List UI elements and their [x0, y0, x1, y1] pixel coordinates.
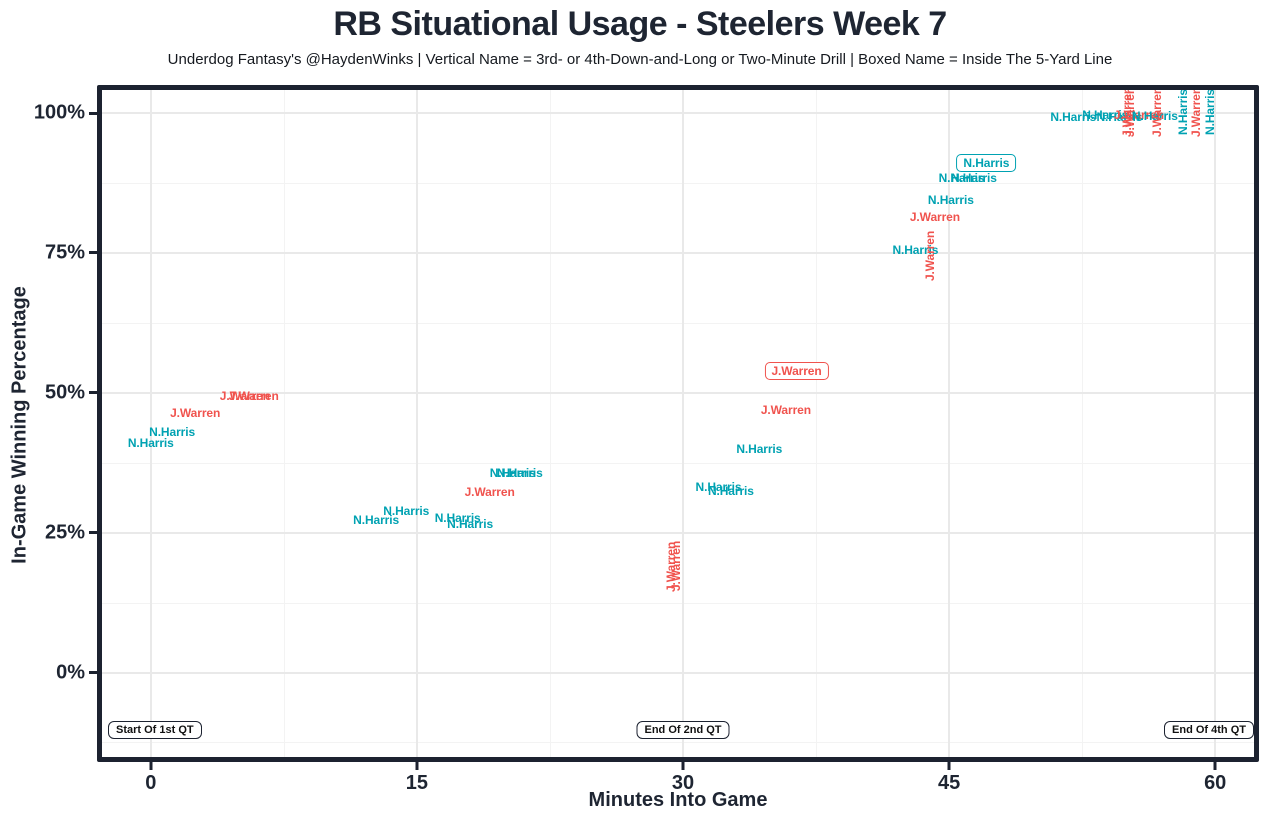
player-label-nharris: N.Harris	[1082, 108, 1129, 123]
player-label-nharris: N.Harris	[938, 171, 985, 186]
player-label-jwarren: J.Warren	[760, 402, 811, 417]
player-label-nharris: N.Harris	[1202, 90, 1217, 135]
x-tick-mark	[149, 762, 153, 770]
plot-plane: N.Harris N.Harris J.Warren J.Warren J.Warren…	[102, 90, 1254, 757]
gridline-horizontal-minor	[102, 462, 1254, 464]
player-label-jwarren: J.Warren	[1113, 108, 1164, 123]
player-label-nharris: N.Harris	[353, 512, 400, 527]
y-tick-label: 75%	[44, 241, 85, 264]
x-tick-mark	[415, 762, 419, 770]
y-tick-mark	[89, 671, 97, 674]
player-label-nharris: N.Harris	[1131, 109, 1178, 124]
gridline-horizontal-major	[102, 531, 1254, 534]
gridline-vertical-minor	[816, 90, 818, 757]
gridline-horizontal-minor	[102, 182, 1254, 184]
player-label-nharris: N.Harris	[434, 511, 481, 526]
gridline-horizontal-major	[102, 112, 1254, 114]
player-label-jwarren: J.Warren	[1149, 90, 1164, 137]
player-label-nharris: N.Harris	[707, 484, 754, 499]
player-label-jwarren: J.Warren	[909, 209, 960, 224]
y-tick-mark	[89, 391, 97, 395]
player-label-nharris: N.Harris	[1096, 109, 1143, 124]
gridline-vertical-major	[948, 90, 951, 757]
player-label-jwarren: J.Warren	[668, 540, 683, 591]
player-label-nharris: N.Harris	[950, 171, 997, 186]
gridline-vertical-minor	[549, 90, 551, 757]
quarter-annotation: Start Of 1st QT	[108, 721, 202, 740]
player-label-nharris: N.Harris	[496, 465, 543, 480]
player-label-jwarren: J.Warren	[764, 362, 829, 381]
player-label-nharris: N.Harris	[736, 441, 783, 456]
player-label-nharris: N.Harris	[383, 503, 430, 518]
x-axis-title: Minutes Into Game	[588, 789, 768, 811]
quarter-annotation: End Of 2nd QT	[636, 721, 730, 740]
player-label-nharris: N.Harris	[489, 465, 536, 480]
x-tick-mark	[1213, 762, 1217, 770]
gridline-horizontal-minor	[102, 322, 1254, 324]
gridline-vertical-major	[149, 90, 152, 757]
player-label-jwarren: J.Warren	[170, 405, 221, 420]
y-tick-label: 0%	[56, 661, 85, 683]
player-label-jwarren: J.Warren	[464, 484, 515, 499]
player-label-nharris: N.Harris	[1050, 110, 1097, 125]
quarter-annotation: End Of 4th QT	[1164, 721, 1254, 740]
gridline-vertical-major	[1214, 90, 1217, 757]
player-label-nharris: N.Harris	[149, 425, 196, 440]
y-axis-title: In-Game Winning Percentage	[8, 286, 31, 564]
player-label-nharris: N.Harris	[447, 516, 494, 531]
gridline-horizontal-minor	[102, 742, 1254, 744]
y-tick-mark	[89, 111, 97, 115]
gridline-vertical-major	[415, 90, 418, 757]
x-tick-mark	[681, 762, 685, 770]
player-label-jwarren: J.Warren	[922, 230, 937, 281]
y-tick-mark	[89, 251, 97, 255]
player-label-jwarren: J.Warren	[1188, 90, 1203, 137]
gridline-horizontal-major	[102, 671, 1254, 674]
y-tick-mark	[89, 531, 97, 535]
player-label-nharris: N.Harris	[892, 242, 939, 257]
gridline-vertical-minor	[283, 90, 285, 757]
x-tick-mark	[947, 762, 951, 770]
chart-subtitle: Underdog Fantasy's @HaydenWinks | Vertic…	[167, 51, 1113, 68]
gridline-vertical-major	[682, 90, 684, 757]
gridline-horizontal-major	[102, 391, 1254, 394]
plot-panel: N.Harris N.Harris J.Warren J.Warren J.Warren…	[97, 85, 1259, 762]
gridline-horizontal-major	[102, 251, 1254, 254]
player-label-nharris: N.Harris	[695, 479, 742, 494]
player-label-nharris: N.Harris	[956, 154, 1017, 173]
player-label-nharris: N.Harris	[927, 192, 974, 207]
gridline-vertical-minor	[1082, 90, 1084, 757]
player-label-jwarren: J.Warren	[228, 389, 279, 404]
player-label-jwarren: J.Warren	[219, 389, 270, 404]
player-label-nharris: N.Harris	[127, 435, 174, 450]
chart-title: RB Situational Usage - Steelers Week 7	[333, 5, 947, 43]
gridline-horizontal-minor	[102, 602, 1254, 604]
y-tick-label: 100%	[33, 101, 85, 124]
